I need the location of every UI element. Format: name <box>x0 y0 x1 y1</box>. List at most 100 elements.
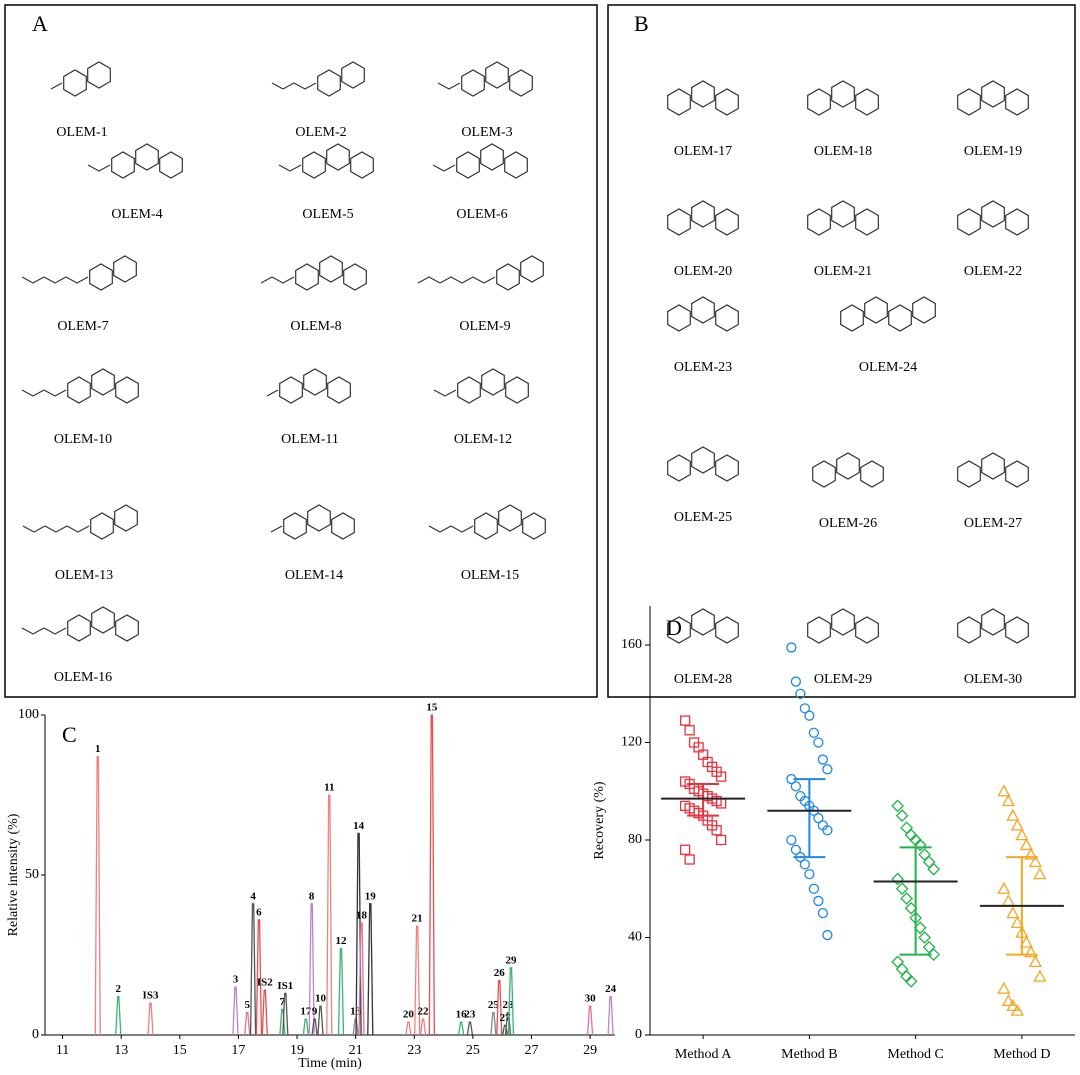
point <box>790 781 802 792</box>
compound-label: OLEM-24 <box>859 360 917 375</box>
point <box>895 882 909 896</box>
structure <box>666 81 738 115</box>
peak <box>317 1005 324 1036</box>
y-tick-label: 0 <box>32 1027 39 1042</box>
structure <box>666 201 738 235</box>
point <box>822 929 833 941</box>
compound-label: OLEM-30 <box>964 672 1022 687</box>
point <box>813 812 824 824</box>
x-tick-label: 13 <box>114 1043 128 1058</box>
point <box>786 642 797 653</box>
peak-label: 6 <box>256 906 262 918</box>
structures <box>21 61 1028 643</box>
peak <box>249 903 257 1036</box>
peak-label: 1 <box>95 743 101 755</box>
peak <box>586 1005 594 1036</box>
peak-label: 23 <box>464 1009 476 1021</box>
point <box>715 771 727 782</box>
compound-label: OLEM-5 <box>302 207 353 222</box>
structure <box>260 255 367 291</box>
peak <box>308 903 315 1036</box>
peak-label: 3 <box>233 974 239 986</box>
point <box>918 931 932 944</box>
peak-label: 30 <box>585 993 597 1005</box>
structure <box>433 368 529 404</box>
peak <box>428 714 435 1036</box>
point <box>684 854 695 865</box>
compound-label: OLEM-4 <box>111 207 162 222</box>
structure <box>266 368 351 404</box>
point <box>1006 906 1020 919</box>
point <box>813 895 824 907</box>
peak-label: IS2 <box>257 977 273 989</box>
peak-label: 7 <box>280 996 286 1008</box>
y-tick-label: 40 <box>628 930 642 945</box>
peak <box>367 903 374 1036</box>
y-axis-title: Relative intensity (%) <box>6 813 21 936</box>
peak <box>244 1011 251 1036</box>
peak-label: 16 <box>456 1009 468 1021</box>
peak <box>261 989 268 1036</box>
compound-label: OLEM-15 <box>461 568 519 583</box>
peak <box>405 1021 412 1036</box>
point <box>895 962 909 976</box>
point <box>1001 894 1015 907</box>
y-tick-label: 50 <box>25 867 39 882</box>
point <box>922 940 936 954</box>
peak-label: 25 <box>488 999 500 1011</box>
point <box>790 844 802 855</box>
compound-label: OLEM-16 <box>54 670 112 685</box>
structure <box>806 81 878 115</box>
panel-label: D <box>666 615 682 640</box>
point <box>1010 1003 1024 1016</box>
peak-label: 15 <box>426 702 438 714</box>
peak-label: 28 <box>503 999 515 1011</box>
peak-label: 19 <box>365 890 377 902</box>
point <box>927 948 941 961</box>
peak <box>232 986 239 1036</box>
point <box>1001 794 1015 807</box>
peak <box>94 755 101 1036</box>
x-axis-title: Time (min) <box>298 1056 362 1071</box>
x-tick-label: 27 <box>524 1043 538 1058</box>
peak <box>504 1011 512 1036</box>
structure <box>22 504 138 540</box>
point <box>891 872 905 886</box>
x-tick-label: 21 <box>349 1043 363 1058</box>
compound-label: OLEM-27 <box>964 516 1022 531</box>
point <box>891 955 905 969</box>
structure <box>21 606 139 642</box>
peak-label: 24 <box>605 983 617 995</box>
point <box>799 859 811 870</box>
compound-label: OLEM-10 <box>54 432 112 447</box>
peak <box>115 995 122 1036</box>
structure <box>839 297 935 331</box>
peak-label: 18 <box>356 910 368 922</box>
point <box>804 710 815 721</box>
peak-label: 22 <box>418 1006 430 1018</box>
point <box>715 834 727 846</box>
x-tick-label: 11 <box>56 1043 69 1058</box>
x-tick-label: 19 <box>290 1043 304 1058</box>
compound-label: OLEM-19 <box>964 144 1022 159</box>
compound-label: OLEM-17 <box>674 144 732 159</box>
structure <box>21 368 139 404</box>
peak <box>326 794 333 1036</box>
compound-label: OLEM-13 <box>55 568 113 583</box>
y-axis-title: Recovery (%) <box>592 781 607 859</box>
panel-a-frame <box>4 4 598 698</box>
compound-label: OLEM-8 <box>290 319 341 334</box>
point <box>817 754 829 765</box>
point <box>1015 828 1029 841</box>
peak <box>466 1021 474 1036</box>
y-tick-label: 160 <box>621 637 642 652</box>
point <box>1006 808 1020 821</box>
compound-label: OLEM-11 <box>281 432 339 447</box>
y-tick-label: 0 <box>635 1027 642 1042</box>
point <box>1006 998 1020 1011</box>
x-tick-label: Method A <box>675 1047 732 1062</box>
point <box>822 825 833 836</box>
x-tick-label: 15 <box>173 1043 187 1058</box>
point <box>895 809 909 823</box>
